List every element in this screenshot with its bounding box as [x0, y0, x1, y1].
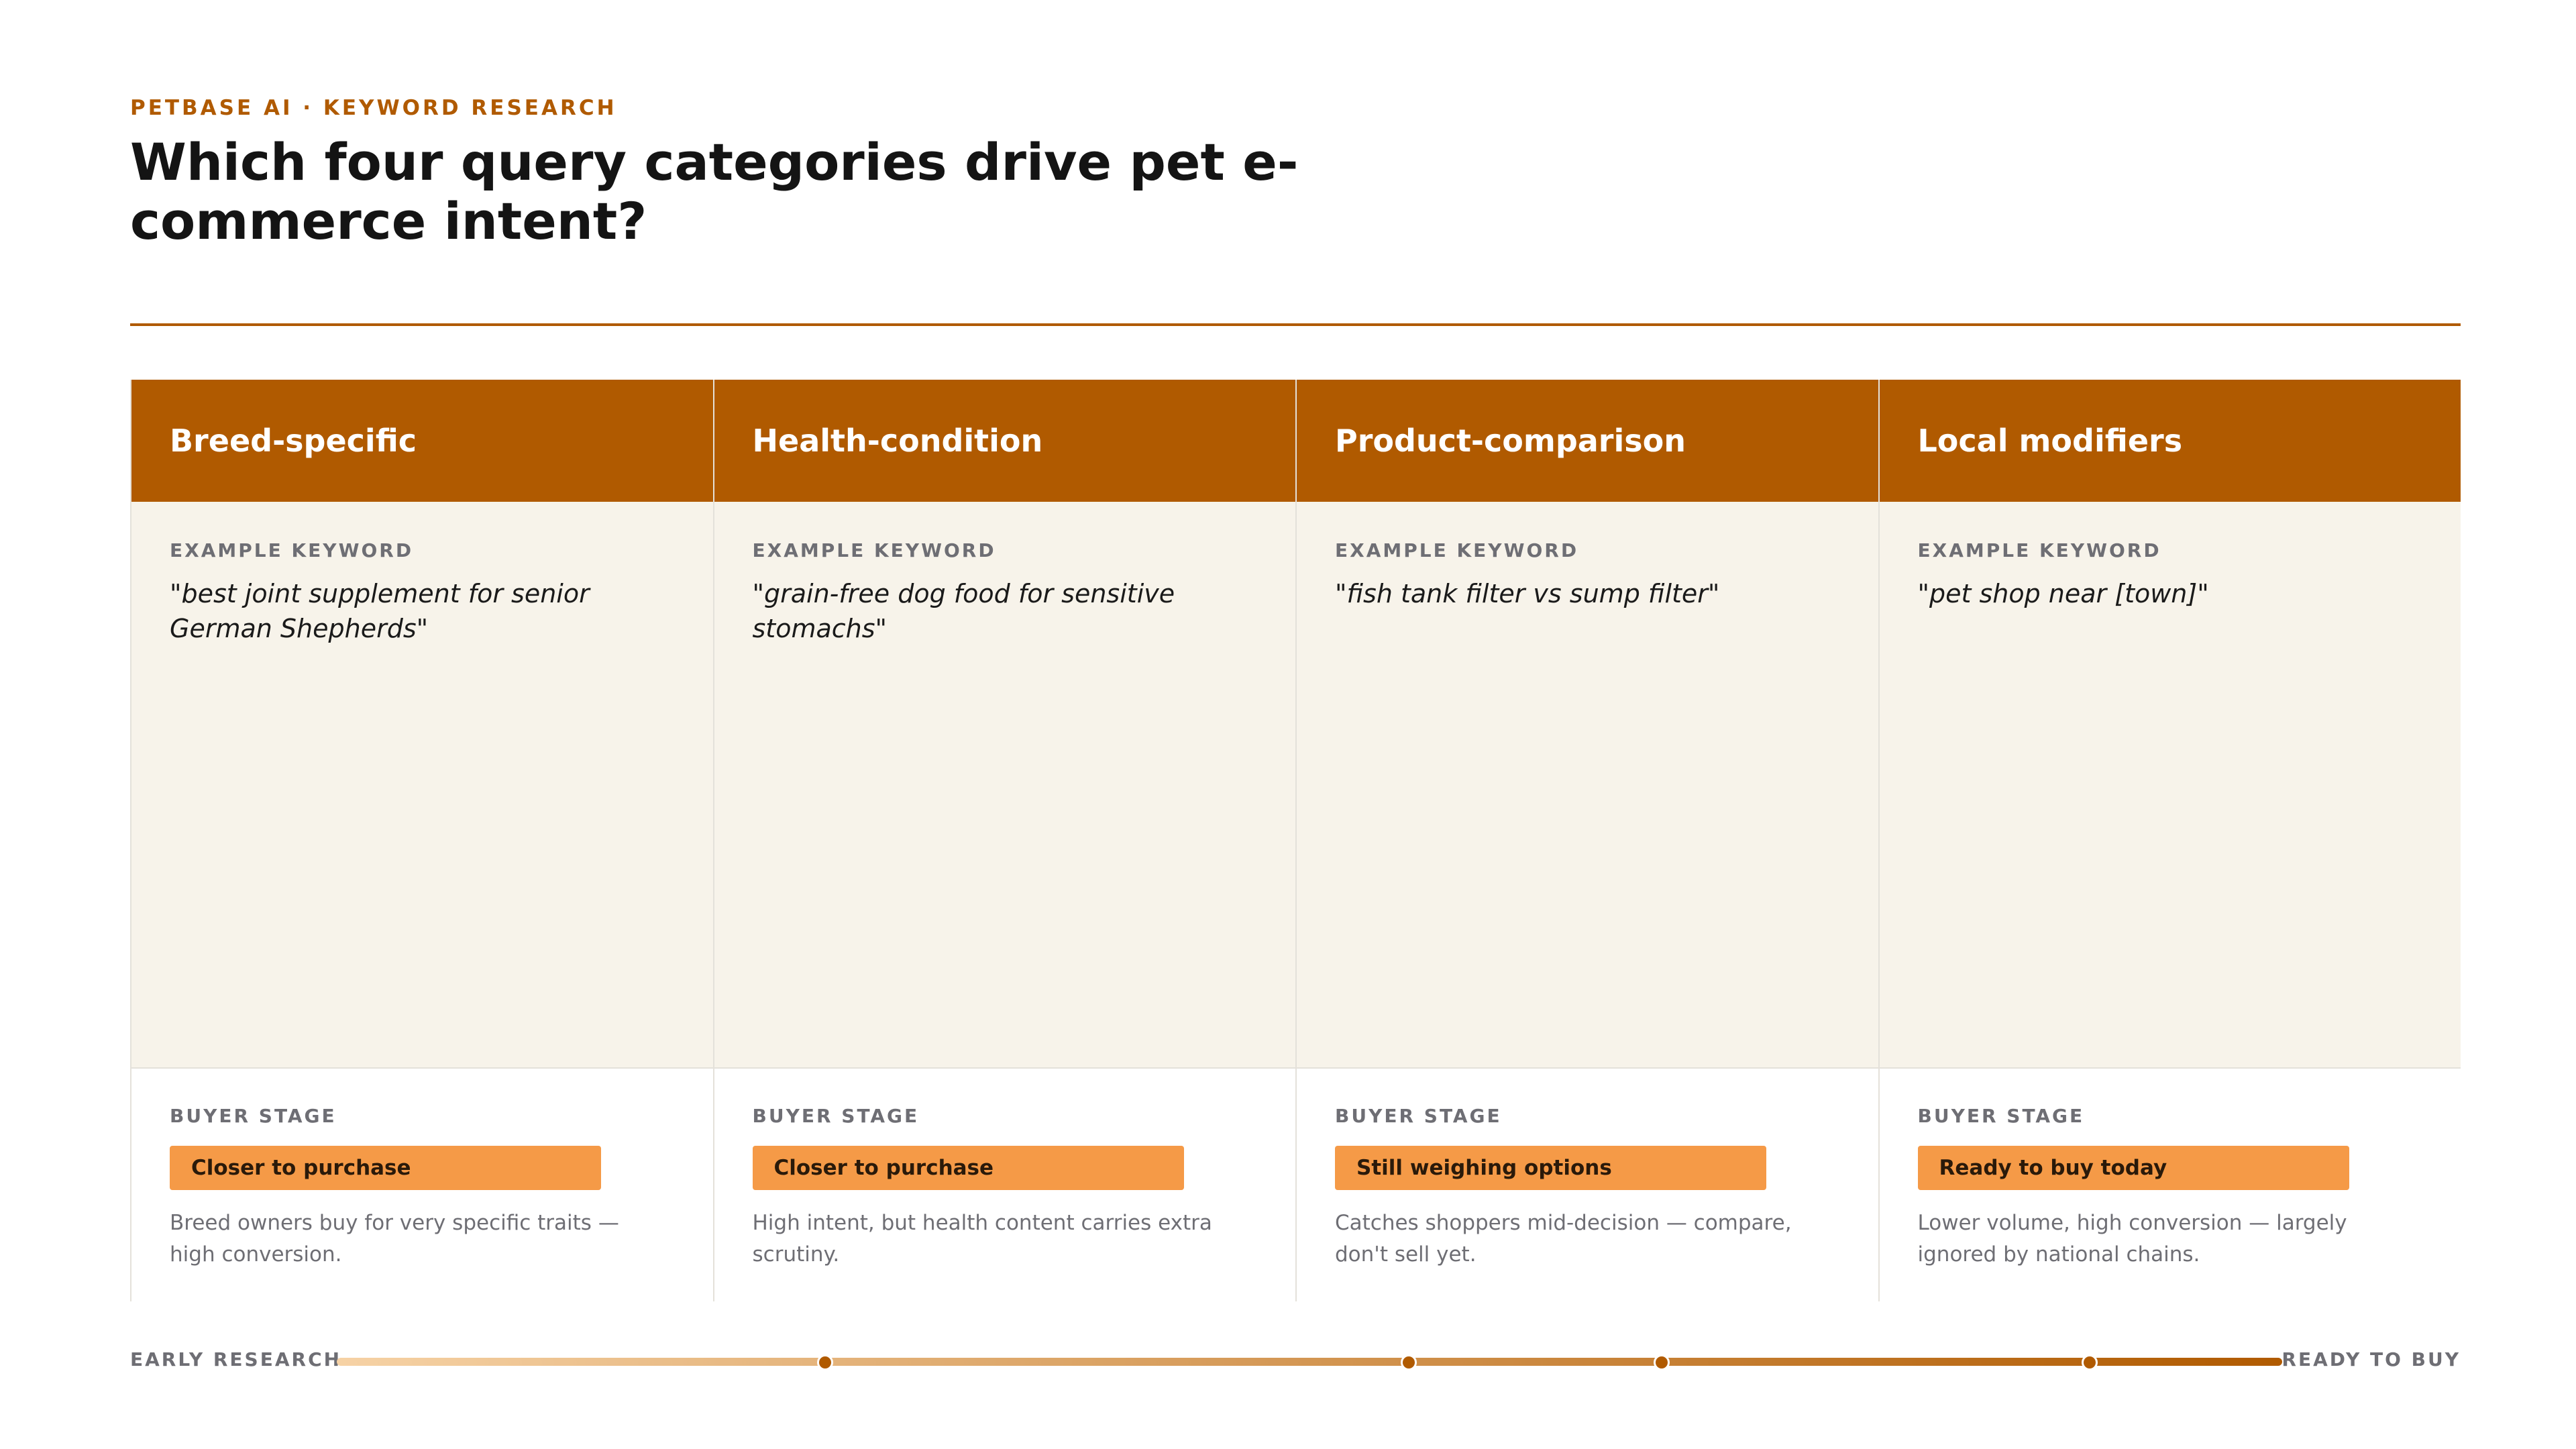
category-column-breed: Breed-specific EXAMPLE KEYWORD "best joi… — [130, 380, 713, 1301]
example-keyword: "fish tank filter vs sump filter" — [1335, 579, 1720, 608]
stage-note: Lower volume, high conversion — largely … — [1917, 1211, 2347, 1267]
category-title: Health-condition — [714, 380, 1295, 502]
example-label: EXAMPLE KEYWORD — [1917, 539, 2161, 561]
example-label: EXAMPLE KEYWORD — [1335, 539, 1579, 561]
example-keyword: "best joint supplement for senior German… — [170, 579, 590, 643]
example-panel: EXAMPLE KEYWORD "fish tank filter vs sum… — [1297, 502, 1878, 1069]
stage-panel: BUYER STAGE Still weighing options Catch… — [1297, 1069, 1878, 1301]
buyer-stage-track — [337, 1358, 2282, 1366]
category-title: Local modifiers — [1879, 380, 2461, 502]
stage-note: Breed owners buy for very specific trait… — [170, 1211, 619, 1267]
stage-badge: Ready to buy today — [1917, 1146, 2349, 1190]
page-title: Which four query categories drive pet e-… — [130, 132, 1299, 251]
category-column-health: Health-condition EXAMPLE KEYWORD "grain-… — [712, 380, 1295, 1301]
example-panel: EXAMPLE KEYWORD "pet shop near [town]" — [1879, 502, 2461, 1069]
example-label: EXAMPLE KEYWORD — [170, 539, 414, 561]
category-grid: Breed-specific EXAMPLE KEYWORD "best joi… — [130, 380, 2461, 1301]
example-panel: EXAMPLE KEYWORD "grain-free dog food for… — [714, 502, 1295, 1069]
stage-badge: Still weighing options — [1335, 1146, 1766, 1190]
stage-panel: BUYER STAGE Closer to purchase Breed own… — [131, 1069, 713, 1301]
stage-panel: BUYER STAGE Ready to buy today Lower vol… — [1879, 1069, 2461, 1301]
scale-start-label: EARLY RESEARCH — [130, 1348, 342, 1371]
category-title: Breed-specific — [131, 380, 713, 502]
divider — [130, 323, 2461, 326]
stage-label: BUYER STAGE — [1917, 1105, 2085, 1127]
stage-marker-4 — [2082, 1354, 2098, 1371]
stage-marker-3 — [1654, 1354, 1670, 1371]
example-keyword: "pet shop near [town]" — [1917, 579, 2209, 608]
stage-panel: BUYER STAGE Closer to purchase High inte… — [714, 1069, 1295, 1301]
stage-note: High intent, but health content carries … — [752, 1211, 1212, 1267]
stage-label: BUYER STAGE — [752, 1105, 920, 1127]
stage-note: Catches shoppers mid-decision — compare,… — [1335, 1211, 1792, 1267]
category-title: Product-comparison — [1297, 380, 1878, 502]
stage-badge: Closer to purchase — [170, 1146, 601, 1190]
stage-label: BUYER STAGE — [1335, 1105, 1502, 1127]
example-label: EXAMPLE KEYWORD — [752, 539, 996, 561]
stage-badge: Closer to purchase — [752, 1146, 1184, 1190]
stage-label: BUYER STAGE — [170, 1105, 337, 1127]
stage-marker-1 — [817, 1354, 833, 1371]
eyebrow: PETBASE AI · KEYWORD RESEARCH — [130, 96, 617, 120]
example-panel: EXAMPLE KEYWORD "best joint supplement f… — [131, 502, 713, 1069]
scale-end-label: READY TO BUY — [2282, 1348, 2461, 1371]
stage-marker-2 — [1401, 1354, 1417, 1371]
example-keyword: "grain-free dog food for sensitive stoma… — [752, 579, 1175, 643]
category-column-local: Local modifiers EXAMPLE KEYWORD "pet sho… — [1878, 380, 2461, 1301]
category-column-comparison: Product-comparison EXAMPLE KEYWORD "fish… — [1295, 380, 1878, 1301]
